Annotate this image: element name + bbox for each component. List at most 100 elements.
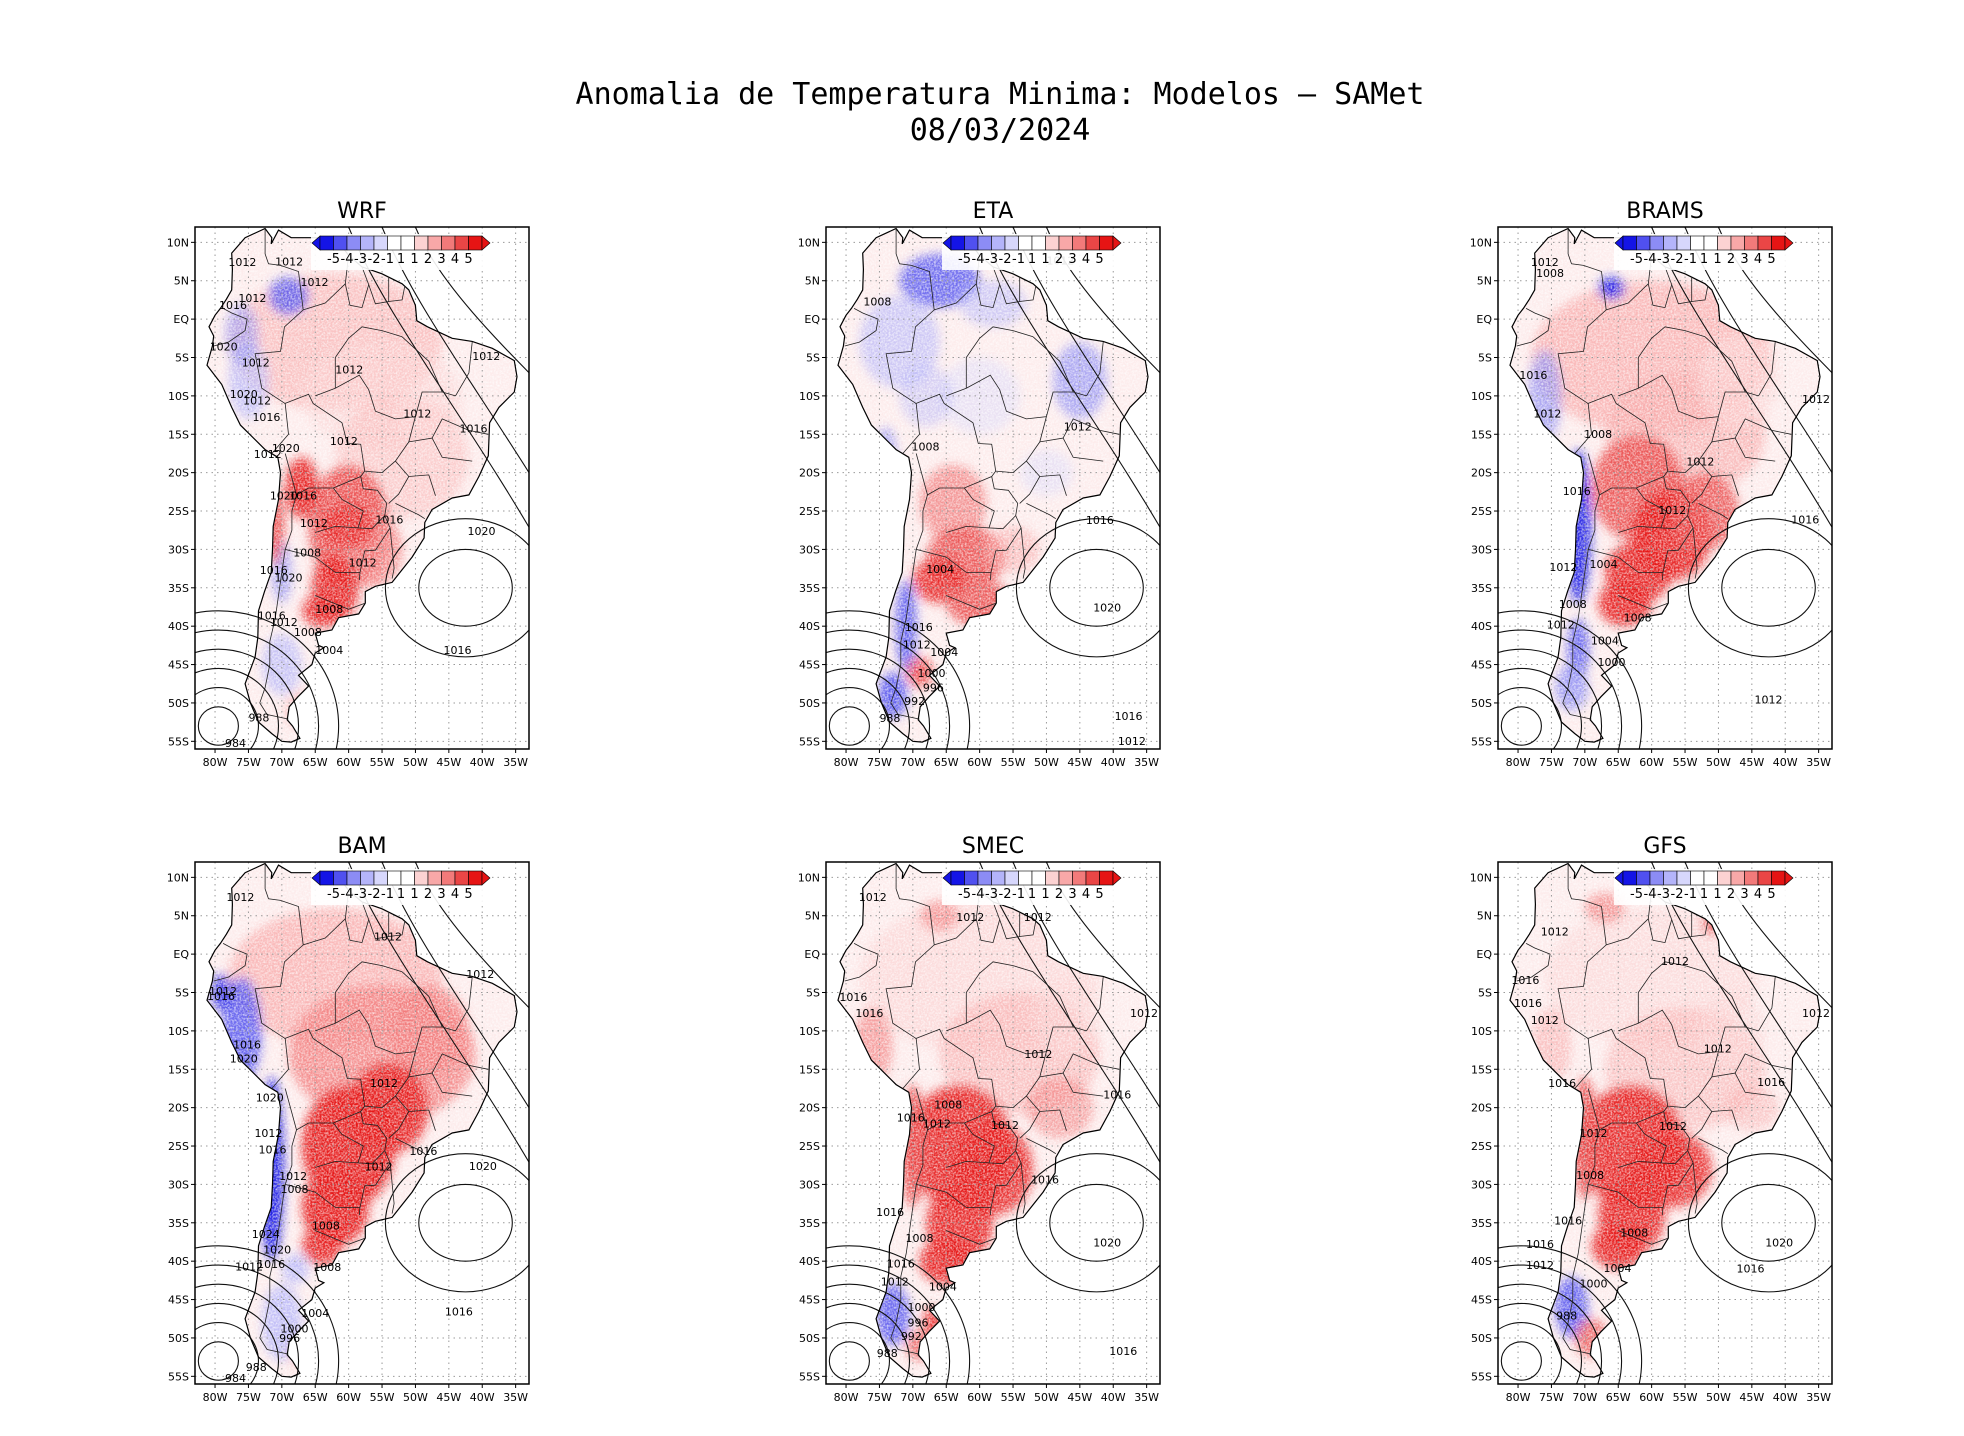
colorbar-swatch [1045,870,1060,886]
colorbar-swatch [400,870,415,886]
y-tick-label: 10S [799,390,820,403]
border-line [1691,476,1713,504]
isobar-line [1498,610,1643,749]
x-tick-label: 65W [303,1391,328,1404]
border-line [1026,503,1057,520]
isobar-label: 1012 [1531,256,1559,269]
isobar-label: 1008 [313,1261,341,1274]
border-line [915,393,997,496]
isobar-line [195,648,300,749]
x-tick-label: 50W [1034,756,1059,769]
colorbar-swatch [373,235,388,251]
isobar-line [1684,227,1832,474]
isobar-line [1500,1341,1542,1381]
border-line [1711,1072,1776,1097]
colorbar-swatch [1744,870,1759,886]
colorbar-swatch [1717,870,1732,886]
x-tick-label: 50W [1034,1391,1059,1404]
border-line [1062,1053,1120,1074]
isobar-label: 1012 [1064,420,1092,433]
isobar-label: 1016 [443,644,471,657]
x-tick-label: 70W [269,1391,294,1404]
isobar-label: 1012 [1531,1014,1559,1027]
isobar-label: 1000 [918,667,946,680]
colorbar-swatch [454,235,469,251]
x-tick-label: 65W [934,756,959,769]
border-line [915,1028,997,1131]
colorbar-swatch [333,235,348,251]
isobar-label: 1008 [315,603,343,616]
panel-title: GFS [1643,834,1686,859]
x-tick-label: 50W [1706,756,1731,769]
y-tick-label: 5N [805,910,820,923]
colorbar-label: 2 [1055,887,1063,902]
colorbar-swatch [1757,870,1772,886]
y-tick-label: 50S [799,1332,820,1345]
colorbar-label: 1 [1041,887,1049,902]
isobar-label: 1016 [839,991,867,1004]
border-line [965,326,1034,389]
colorbar-label: -2 [1671,252,1684,267]
x-tick-label: 35W [1806,756,1831,769]
colorbar-label: 1 [1028,887,1036,902]
x-tick-label: 50W [403,756,428,769]
border-line [1698,460,1739,496]
x-tick-label: 55W [1001,756,1026,769]
coastline [1509,862,1821,1378]
isobar-label: 1016 [897,1111,925,1124]
colorbar-label: 4 [1754,887,1762,902]
colorbar-swatch [1099,870,1114,886]
isobar-label: 1020 [274,572,302,585]
border-line [844,308,879,347]
border-line [1587,393,1669,496]
isobar-label: 1012 [1704,1042,1732,1055]
isobar-line [1049,548,1144,627]
y-tick-label: 15S [799,1063,820,1076]
border-line [1691,1111,1713,1139]
isobars [195,862,529,1384]
x-tick-label: 75W [236,756,261,769]
y-tick-label: 5N [174,275,189,288]
isobar-label: 1016 [1519,369,1547,382]
panel-eta: ETA1012100810121008101610041020101610121… [798,199,1161,769]
colorbar-swatch [1072,870,1087,886]
x-tick-label: 70W [1572,1391,1597,1404]
colorbar-swatch [1676,870,1691,886]
isobar-label: 992 [901,1330,922,1343]
isobar-label: 988 [1556,1310,1577,1323]
y-tick-label: 40S [799,1255,820,1268]
isobar-label: 1016 [252,411,280,424]
country-borders [213,863,489,1355]
isobar-line [195,667,280,749]
isobar-line [1498,667,1583,749]
colorbar-label: 5 [464,887,472,902]
y-tick-label: 5S [175,987,189,1000]
border-line [1588,549,1663,573]
country-borders [844,863,1120,1355]
isobar-label: 1016 [375,513,403,526]
colorbar-swatch [454,870,469,886]
isobar-line [1717,227,1832,374]
border-line [1032,336,1074,393]
y-tick-label: 5N [805,275,820,288]
panel-frame [825,226,1161,750]
y-tick-label: 55S [1471,735,1492,748]
border-line [368,276,390,305]
axis-ticks: 10N 5N EQ 5S 10S 15S 20S 25S 30S 35S 40S 45S 50S 55S 8… [167,236,528,769]
isobar-label: 1008 [1620,1227,1648,1240]
y-tick-label: 20S [1471,467,1492,480]
colorbar-label: -5 [958,887,971,902]
colorbar-swatch [414,235,429,251]
isobar-label: 1012 [903,638,931,651]
isobar-line [1684,862,1832,1109]
colorbar-label: 5 [1095,252,1103,267]
colorbar-swatch [1649,235,1664,251]
isobar-label: 1012 [923,1118,951,1131]
x-tick-label: 60W [336,756,361,769]
x-tick-label: 55W [1673,756,1698,769]
colorbar-swatch [1703,235,1718,251]
x-tick-label: 75W [867,756,892,769]
y-tick-label: 55S [1471,1370,1492,1383]
isobar-label: 1008 [1576,1169,1604,1182]
